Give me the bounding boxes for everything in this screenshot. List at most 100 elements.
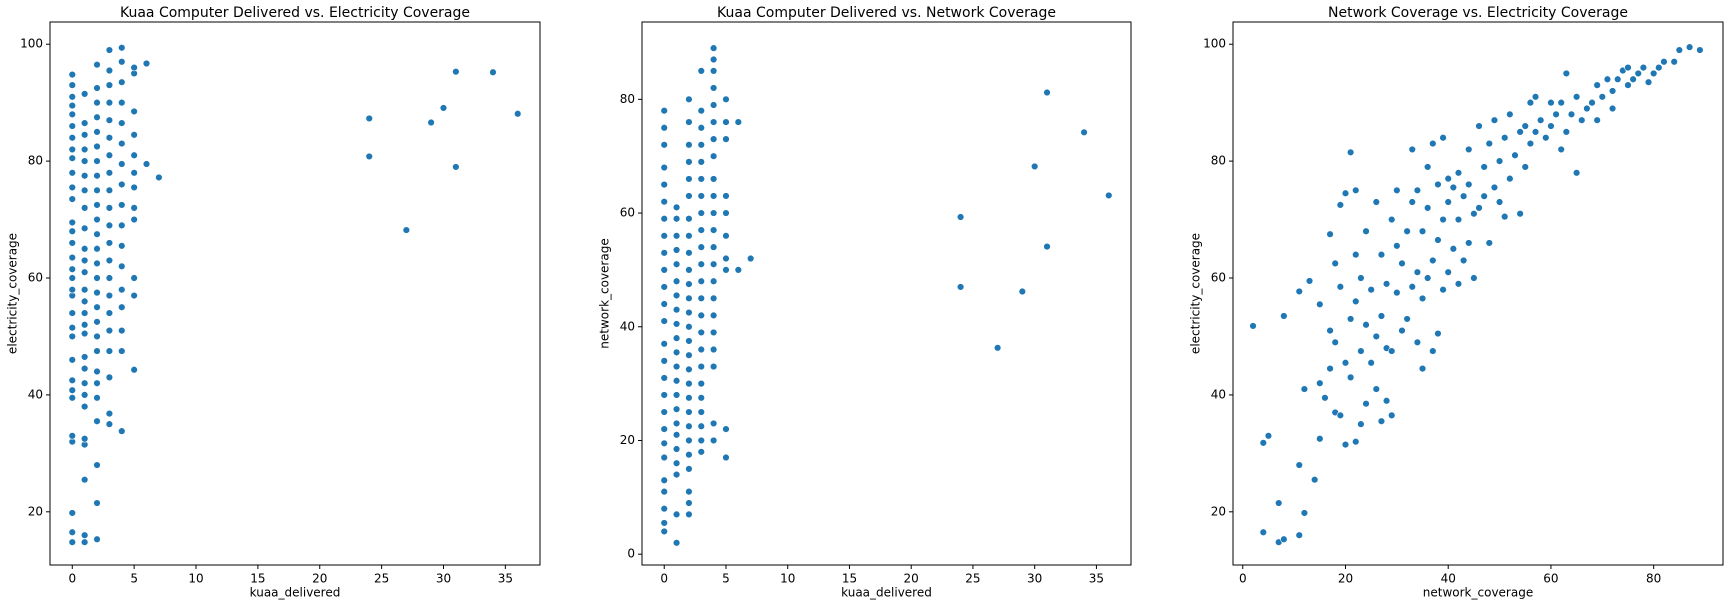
point <box>685 280 693 288</box>
point <box>1280 535 1288 543</box>
point <box>685 351 693 359</box>
point <box>1408 283 1416 291</box>
point <box>697 394 705 402</box>
point <box>130 169 138 177</box>
point <box>1346 315 1355 323</box>
point <box>672 419 681 428</box>
point <box>1670 58 1678 66</box>
point <box>1429 139 1437 148</box>
point <box>1547 122 1555 130</box>
point <box>118 98 126 107</box>
point <box>697 362 705 371</box>
point <box>672 203 681 212</box>
point <box>80 391 89 399</box>
point <box>722 425 730 433</box>
point <box>1614 75 1622 83</box>
point <box>1459 192 1468 200</box>
point <box>118 58 126 66</box>
point <box>68 528 76 536</box>
point <box>68 332 76 341</box>
point <box>1501 212 1509 221</box>
point <box>1588 98 1596 107</box>
point <box>672 348 681 357</box>
point <box>105 186 114 195</box>
x-tick-label: 10 <box>188 572 203 586</box>
point <box>1413 338 1422 347</box>
point <box>1300 385 1309 393</box>
point <box>1501 134 1509 142</box>
point <box>1295 461 1303 469</box>
point <box>685 394 693 402</box>
point <box>1377 417 1386 425</box>
point <box>685 158 693 166</box>
point <box>68 195 76 203</box>
point <box>1624 63 1632 72</box>
point <box>1454 169 1463 177</box>
point <box>130 204 138 212</box>
point <box>685 308 693 317</box>
point <box>80 286 89 294</box>
point <box>1578 116 1586 124</box>
point <box>722 266 730 274</box>
point <box>1398 326 1406 335</box>
point <box>1259 528 1268 536</box>
point <box>709 226 718 234</box>
point <box>1454 215 1463 224</box>
point <box>105 116 114 124</box>
point <box>1372 332 1381 341</box>
point <box>1583 104 1591 113</box>
point <box>685 436 693 445</box>
point <box>402 226 411 234</box>
point <box>130 151 138 159</box>
point <box>685 232 693 240</box>
point <box>722 453 730 462</box>
point <box>709 101 718 109</box>
point <box>722 232 730 240</box>
point <box>1316 379 1324 387</box>
point <box>80 475 89 484</box>
point <box>439 104 448 112</box>
x-tick-label: 25 <box>374 572 389 586</box>
point <box>746 254 755 263</box>
point <box>1393 186 1401 195</box>
point <box>1030 162 1039 171</box>
point <box>1408 145 1416 154</box>
plot-frame <box>641 21 1132 566</box>
point <box>660 215 668 223</box>
point <box>80 172 89 180</box>
point <box>1362 321 1370 329</box>
x-tick-label: 25 <box>965 572 980 586</box>
point <box>1429 256 1437 265</box>
point <box>1413 186 1422 195</box>
point <box>1043 242 1051 251</box>
point <box>1403 227 1411 235</box>
point <box>80 157 89 165</box>
point <box>1459 256 1468 265</box>
point <box>68 101 76 110</box>
point <box>1639 63 1648 72</box>
point <box>1398 259 1406 268</box>
point <box>1362 399 1370 408</box>
plot-frame <box>1232 21 1724 566</box>
point <box>697 436 705 445</box>
point <box>1300 509 1309 517</box>
point <box>93 332 101 341</box>
y-tick-label: 0 <box>627 547 635 561</box>
point <box>1675 46 1684 54</box>
point <box>1634 69 1642 78</box>
point <box>1423 274 1432 282</box>
y-tick-label: 100 <box>20 37 43 51</box>
point <box>105 204 114 212</box>
point <box>93 172 101 180</box>
point <box>1372 198 1381 206</box>
point <box>672 377 681 385</box>
point <box>1295 531 1303 539</box>
point <box>93 394 101 402</box>
point <box>68 145 76 154</box>
point <box>660 106 668 115</box>
point <box>685 408 693 416</box>
point <box>709 175 718 183</box>
point <box>68 122 76 130</box>
point <box>660 141 668 149</box>
